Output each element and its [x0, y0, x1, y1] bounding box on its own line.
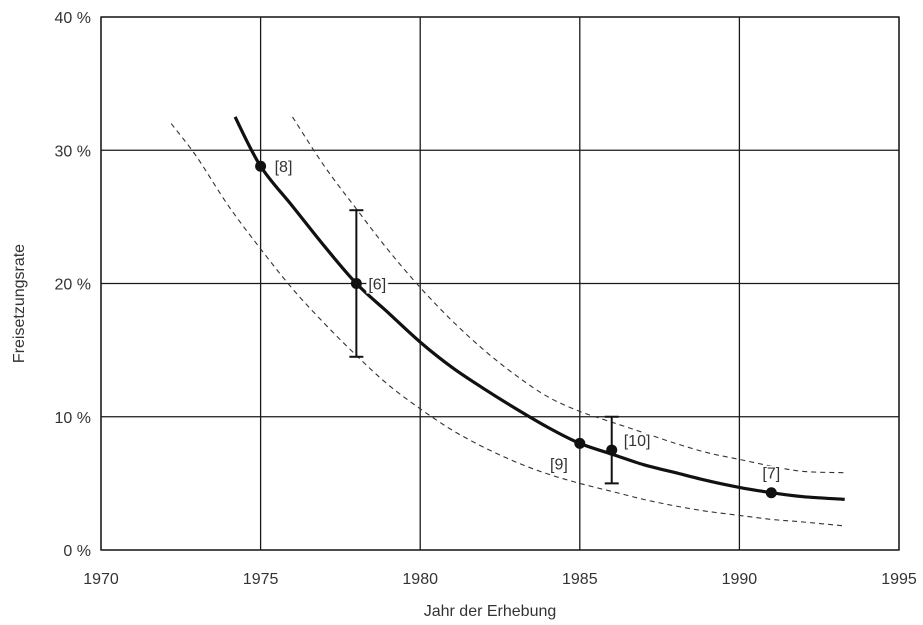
x-tick-label-1: 1975 [243, 571, 279, 588]
x-tick-label-3: 1985 [562, 571, 598, 588]
y-tick-label-0: 0 % [63, 543, 91, 560]
confidence-band [170, 116, 845, 527]
data-label-bg-4 [760, 465, 783, 483]
x-tick-label-0: 1970 [83, 571, 119, 588]
data-point-4 [765, 487, 777, 499]
data-point-0 [255, 160, 267, 172]
data-label-2: [9] [550, 456, 568, 473]
tick-labels: 1970 1975 1980 1985 1990 1995 0 % 10 % 20 % 30 % 4… [55, 10, 917, 588]
data-label-1: [6] [368, 277, 386, 294]
x-tick-label-5: 1995 [881, 571, 917, 588]
data-points: [8] [6] [9] [10] [7] [255, 159, 783, 499]
upper-bound-curve [292, 116, 845, 474]
y-axis-title: Freisetzungsrate [11, 244, 28, 363]
y-tick-label-2: 20 % [55, 277, 91, 294]
data-label-0: [8] [275, 159, 293, 176]
grid [100, 16, 900, 551]
data-label-bg-2 [548, 456, 570, 474]
data-label-3: [10] [624, 433, 651, 450]
data-label-bg-0 [272, 159, 295, 177]
y-tick-label-1: 10 % [55, 410, 91, 427]
y-tick-label-3: 30 % [55, 143, 91, 160]
plot-frame [100, 16, 900, 551]
x-tick-label-2: 1980 [402, 571, 438, 588]
data-label-bg-3 [621, 433, 653, 451]
x-axis-title: Jahr der Erhebung [424, 603, 557, 620]
x-tick-label-4: 1990 [722, 571, 758, 588]
data-point-3 [606, 444, 618, 456]
y-tick-label-4: 40 % [55, 10, 91, 27]
lower-bound-curve [170, 123, 845, 527]
data-label-bg-1 [366, 276, 389, 294]
fit-curve [233, 116, 845, 501]
data-label-4: [7] [762, 466, 780, 483]
fit-curve-group [233, 116, 845, 501]
data-point-2 [574, 437, 586, 449]
data-point-1 [350, 278, 362, 289]
